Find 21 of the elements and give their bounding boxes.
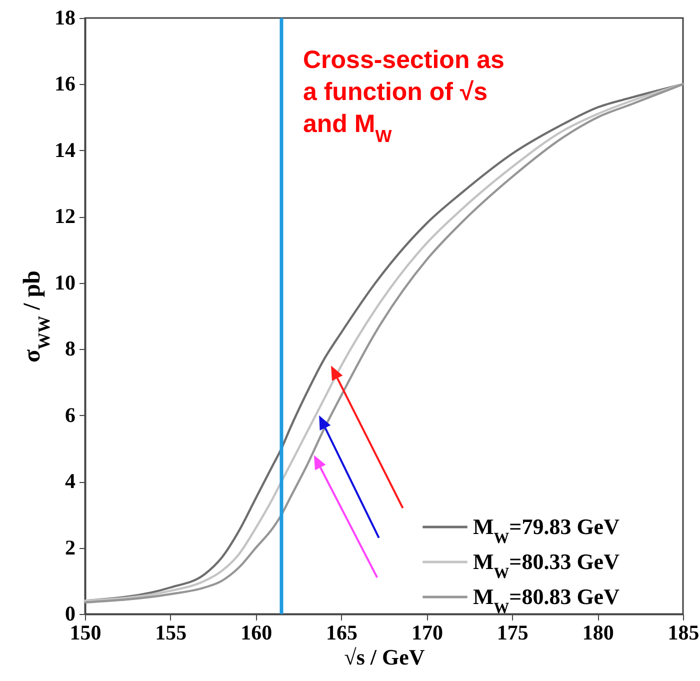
y-tick-label: 18 (54, 6, 76, 30)
legend-label: M$_{W}$=79.83 GeV (473, 514, 620, 546)
x-tick-label: 185 (668, 620, 700, 644)
y-tick-label: 16 (54, 72, 76, 96)
y-tick-label: 12 (54, 204, 76, 228)
x-tick-label: 175 (496, 620, 528, 644)
y-tick-label: 2 (65, 535, 76, 560)
y-tick-label: 14 (54, 138, 76, 162)
legend-label: M$_{W}$=80.83 GeV (473, 584, 620, 616)
x-tick-label: 170 (411, 620, 443, 644)
y-tick-label: 10 (54, 270, 76, 294)
annotation: Cross-section as a function of √s and M$_{W}$ (303, 46, 504, 146)
y-tick-label: 6 (65, 402, 76, 427)
legend-label: M$_{W}$=80.33 GeV (473, 549, 620, 582)
y-tick-label: 4 (65, 469, 76, 494)
x-tick-label: 155 (155, 620, 187, 644)
x-tick-label: 160 (240, 620, 272, 644)
y-tick-label: 8 (65, 336, 76, 361)
x-tick-label: 165 (326, 620, 358, 644)
x-axis-title: √s / GeV (344, 644, 425, 670)
x-tick-label: 180 (582, 620, 614, 644)
